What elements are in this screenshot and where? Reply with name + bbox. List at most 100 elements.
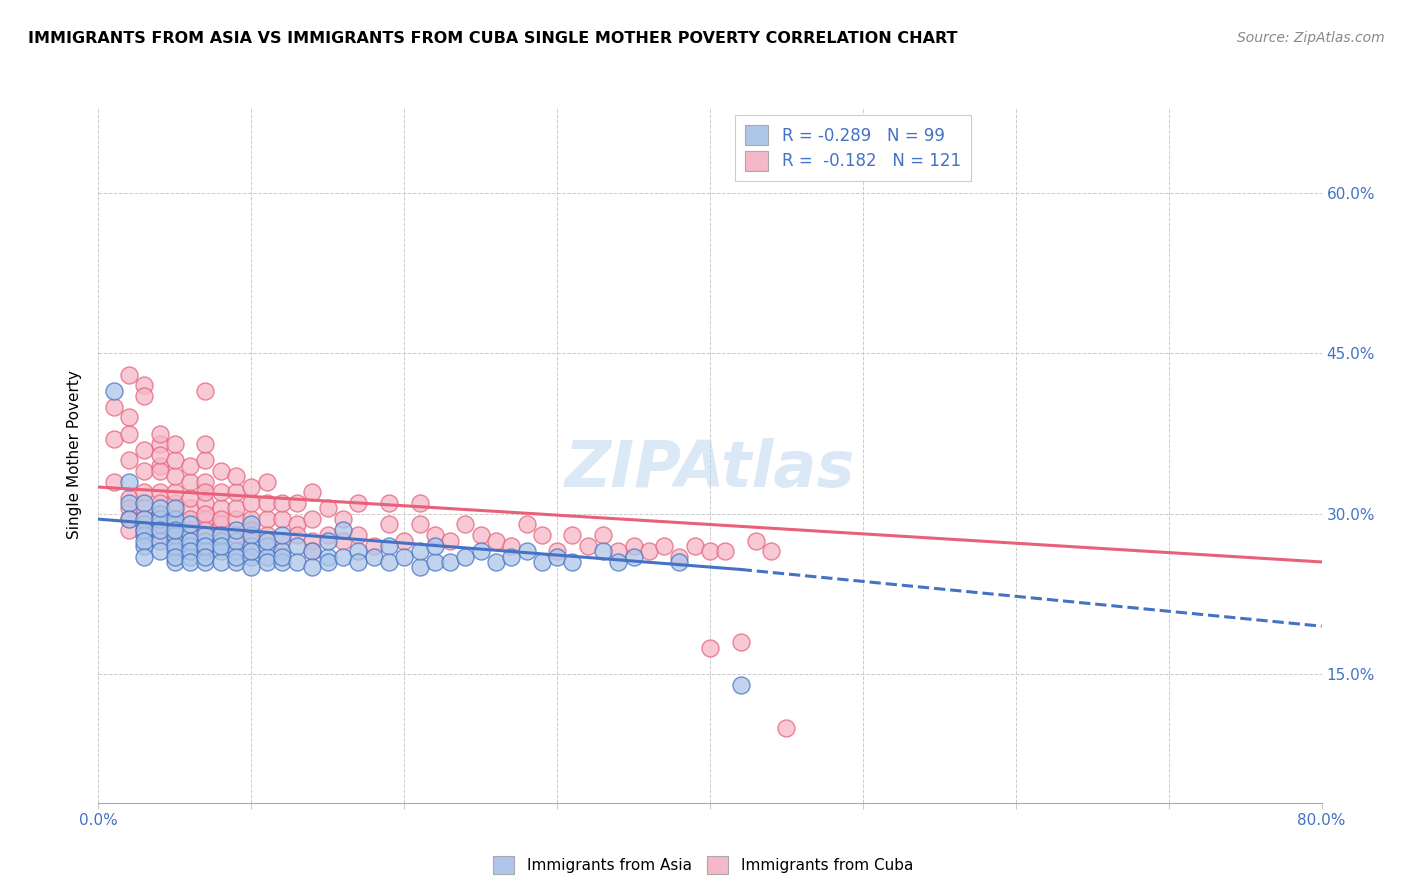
Point (179, 475, 201, 489)
Point (561, 528, 583, 542)
Point (225, 544, 247, 558)
Point (163, 523, 186, 537)
Point (683, 539, 706, 553)
Point (623, 549, 645, 564)
Point (118, 453, 141, 467)
Point (134, 523, 156, 537)
Point (256, 539, 278, 553)
Point (423, 555, 446, 569)
Point (470, 544, 492, 558)
Point (408, 496, 430, 510)
Point (439, 555, 461, 569)
Point (332, 512, 354, 526)
Point (316, 533, 339, 548)
Point (270, 549, 292, 564)
Point (163, 549, 186, 564)
Point (408, 517, 430, 532)
Point (194, 507, 217, 521)
Point (592, 528, 614, 542)
Point (134, 549, 156, 564)
Point (316, 549, 339, 564)
Point (194, 549, 217, 564)
Point (332, 533, 354, 548)
Point (118, 523, 141, 537)
Point (408, 560, 430, 574)
Point (316, 528, 339, 542)
Point (225, 555, 247, 569)
Point (225, 501, 247, 516)
Point (118, 501, 141, 516)
Point (179, 512, 201, 526)
Point (163, 485, 186, 500)
Point (118, 368, 141, 382)
Legend: Immigrants from Asia, Immigrants from Cuba: Immigrants from Asia, Immigrants from Cu… (486, 850, 920, 880)
Point (209, 517, 232, 532)
Point (301, 560, 323, 574)
Point (163, 469, 186, 483)
Point (194, 528, 217, 542)
Point (103, 384, 125, 398)
Point (118, 410, 141, 425)
Point (134, 528, 156, 542)
Point (256, 512, 278, 526)
Point (209, 528, 232, 542)
Point (209, 501, 232, 516)
Point (134, 512, 156, 526)
Point (149, 485, 172, 500)
Point (270, 555, 292, 569)
Point (561, 555, 583, 569)
Point (134, 442, 156, 457)
Point (194, 544, 217, 558)
Point (149, 464, 172, 478)
Point (270, 528, 292, 542)
Point (240, 533, 263, 548)
Point (759, 544, 782, 558)
Point (194, 384, 217, 398)
Point (118, 491, 141, 505)
Point (240, 517, 263, 532)
Point (392, 549, 416, 564)
Text: ZIPAtlas: ZIPAtlas (565, 438, 855, 500)
Point (209, 464, 232, 478)
Point (301, 533, 323, 548)
Point (118, 496, 141, 510)
Point (163, 544, 186, 558)
Point (546, 544, 568, 558)
Point (652, 539, 675, 553)
Point (194, 533, 217, 548)
Point (179, 528, 201, 542)
Point (163, 512, 186, 526)
Point (316, 555, 339, 569)
Point (194, 523, 217, 537)
Point (134, 523, 156, 537)
Point (714, 544, 737, 558)
Point (439, 533, 461, 548)
Point (179, 458, 201, 473)
Point (240, 523, 263, 537)
Point (149, 517, 172, 532)
Point (134, 512, 156, 526)
Point (149, 507, 172, 521)
Point (347, 555, 370, 569)
Point (149, 544, 172, 558)
Point (179, 523, 201, 537)
Point (194, 512, 217, 526)
Point (225, 469, 247, 483)
Point (209, 555, 232, 569)
Point (134, 501, 156, 516)
Point (454, 549, 477, 564)
Point (194, 437, 217, 451)
Point (149, 437, 172, 451)
Point (149, 533, 172, 548)
Point (240, 528, 263, 542)
Point (149, 517, 172, 532)
Point (240, 560, 263, 574)
Point (179, 517, 201, 532)
Point (501, 549, 523, 564)
Point (454, 517, 477, 532)
Point (194, 485, 217, 500)
Point (240, 496, 263, 510)
Point (209, 544, 232, 558)
Point (179, 544, 201, 558)
Point (470, 528, 492, 542)
